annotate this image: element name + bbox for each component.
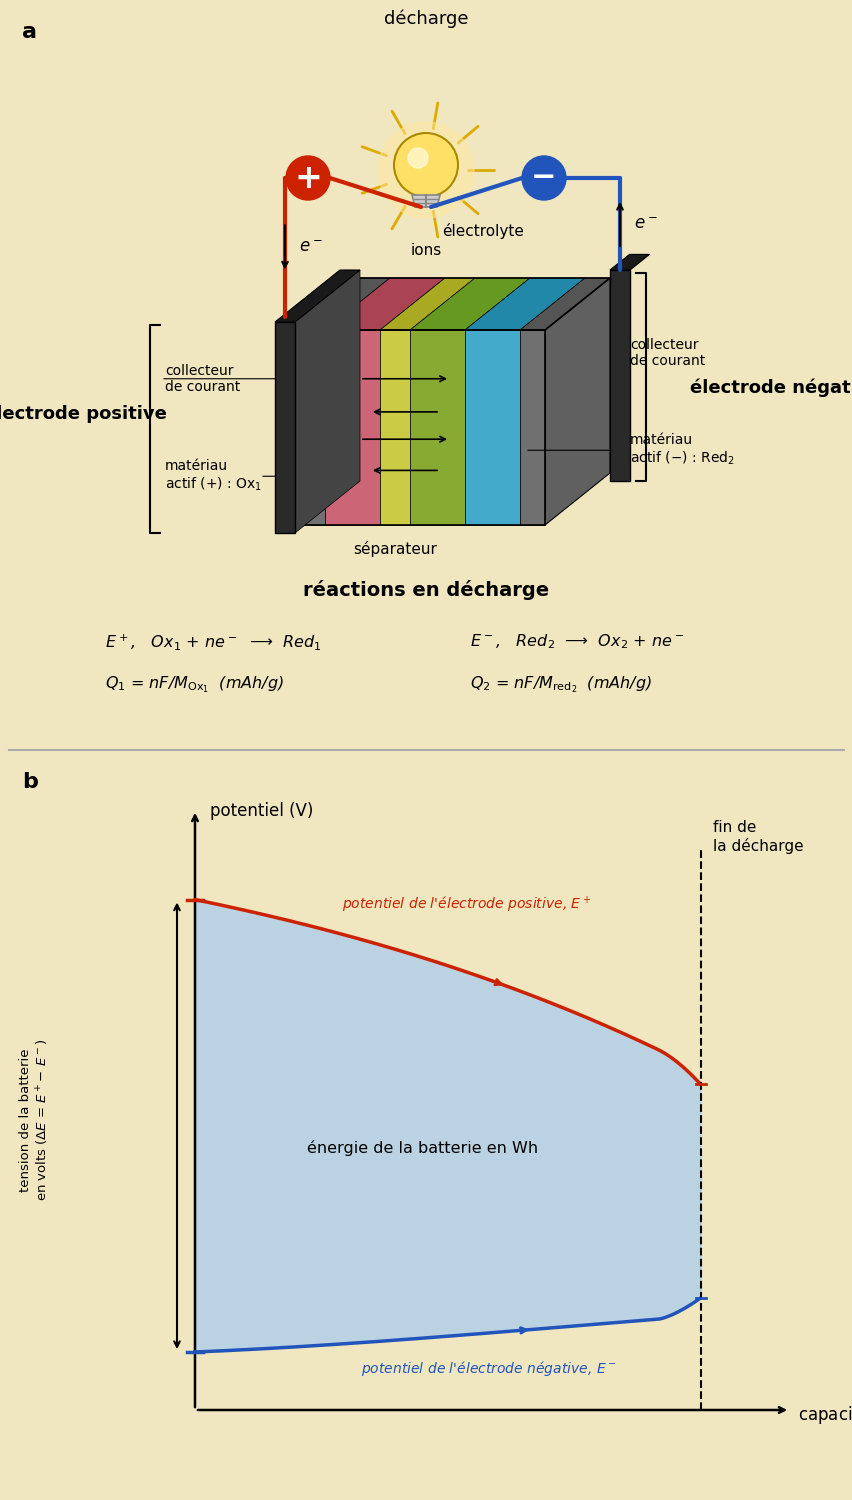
Text: décharge: décharge: [383, 10, 468, 28]
Text: $Q_2$ = $nF$/$M_{\mathrm{red_2}}$  (mAh/g): $Q_2$ = $nF$/$M_{\mathrm{red_2}}$ (mAh/g…: [469, 675, 651, 696]
Circle shape: [407, 148, 428, 168]
Circle shape: [285, 156, 330, 200]
Text: capacité $Q$ (Ah): capacité $Q$ (Ah): [797, 1404, 852, 1426]
Polygon shape: [325, 330, 379, 525]
Polygon shape: [544, 278, 609, 525]
Polygon shape: [464, 330, 520, 525]
Text: b: b: [22, 772, 37, 792]
Polygon shape: [520, 278, 609, 330]
Text: tension de la batterie
en volts ($\Delta E$ = $E^+$− $E^-$): tension de la batterie en volts ($\Delta…: [19, 1040, 51, 1202]
Text: $e^-$: $e^-$: [299, 238, 322, 256]
Polygon shape: [410, 278, 529, 330]
Text: réactions en décharge: réactions en décharge: [302, 580, 549, 600]
Text: électrode positive: électrode positive: [0, 405, 166, 423]
Text: potentiel (V): potentiel (V): [210, 802, 313, 820]
Text: collecteur
de courant: collecteur de courant: [630, 338, 705, 368]
Text: fin de
la décharge: fin de la décharge: [711, 821, 803, 854]
Polygon shape: [274, 270, 360, 322]
Text: potentiel de l'électrode positive, $E^+$: potentiel de l'électrode positive, $E^+$: [341, 894, 590, 915]
Text: a: a: [22, 22, 37, 42]
Text: ions: ions: [411, 243, 441, 258]
Text: +: +: [294, 162, 321, 195]
Polygon shape: [295, 330, 325, 525]
Polygon shape: [609, 270, 630, 482]
Text: −: −: [531, 164, 556, 192]
Text: $e^-$: $e^-$: [633, 214, 657, 232]
Text: électrode négative: électrode négative: [688, 378, 852, 398]
Circle shape: [394, 134, 458, 196]
Text: $E^+$,   Ox$_1$ + $ne^-$  ⟶  Red$_1$: $E^+$, Ox$_1$ + $ne^-$ ⟶ Red$_1$: [105, 632, 321, 652]
Text: matériau
actif (+) : Ox$_1$: matériau actif (+) : Ox$_1$: [164, 459, 262, 494]
Text: énergie de la batterie en Wh: énergie de la batterie en Wh: [307, 1140, 538, 1156]
Polygon shape: [412, 195, 440, 207]
Polygon shape: [274, 322, 295, 532]
Polygon shape: [520, 330, 544, 525]
Text: $E^-$,   Red$_2$  ⟶  Ox$_2$ + $ne^-$: $E^-$, Red$_2$ ⟶ Ox$_2$ + $ne^-$: [469, 633, 683, 651]
Polygon shape: [325, 278, 445, 330]
Text: séparateur: séparateur: [353, 542, 436, 556]
Circle shape: [521, 156, 566, 200]
Polygon shape: [379, 330, 410, 525]
Text: matériau
actif (−) : Red$_2$: matériau actif (−) : Red$_2$: [630, 433, 734, 468]
Polygon shape: [295, 270, 360, 532]
Text: collecteur
de courant: collecteur de courant: [164, 363, 240, 394]
Polygon shape: [295, 278, 389, 330]
Text: électrolyte: électrolyte: [442, 224, 524, 238]
Circle shape: [377, 122, 474, 218]
Polygon shape: [410, 330, 464, 525]
Polygon shape: [464, 278, 584, 330]
Polygon shape: [379, 278, 475, 330]
Text: $Q_1$ = $nF$/$M_{\mathrm{Ox_1}}$  (mAh/g): $Q_1$ = $nF$/$M_{\mathrm{Ox_1}}$ (mAh/g): [105, 675, 284, 696]
Text: potentiel de l'électrode négative, $E^-$: potentiel de l'électrode négative, $E^-$: [361, 1359, 617, 1378]
Polygon shape: [609, 255, 648, 270]
